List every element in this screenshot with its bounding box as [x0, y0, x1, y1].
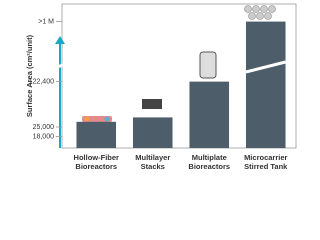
icon-dot: [104, 116, 110, 122]
chart-svg: Surface Area (cm²/unit) 18,000 25,000 122,…: [25, 3, 297, 149]
microcarrier-icon: [244, 5, 276, 20]
plot-frame: [61, 3, 297, 149]
y-tick-label: >1 M: [38, 18, 54, 25]
multilayer-icon: [142, 99, 162, 109]
x-tick-label: Multiplate Bioreactors: [188, 153, 231, 171]
chart: Surface Area (cm²/unit) 18,000 25,000 122,…: [25, 3, 297, 171]
axis-arrow: [55, 36, 65, 148]
multiplate-icon: [199, 51, 217, 79]
x-tick-label: Hollow-Fiber Bioreactors: [73, 153, 119, 171]
bar: [245, 21, 286, 149]
bar: [76, 121, 117, 148]
hollow-fiber-icon: [82, 116, 112, 122]
y-axis-label: Surface Area (cm²/unit): [25, 34, 34, 117]
axis-break: [245, 60, 286, 74]
icon-dot: [84, 116, 90, 122]
y-tick-label: 18,000: [33, 133, 55, 140]
bar: [132, 117, 173, 148]
bar: [189, 81, 230, 148]
y-tick-label: 25,000: [33, 124, 55, 131]
axis-break: [53, 62, 67, 70]
y-tick-label: 122,400: [29, 78, 54, 85]
x-tick-label: Multilayer Stacks: [135, 153, 171, 171]
x-tick-label: Microcarrier Stirred Tank: [244, 153, 288, 171]
icons: [82, 5, 276, 122]
